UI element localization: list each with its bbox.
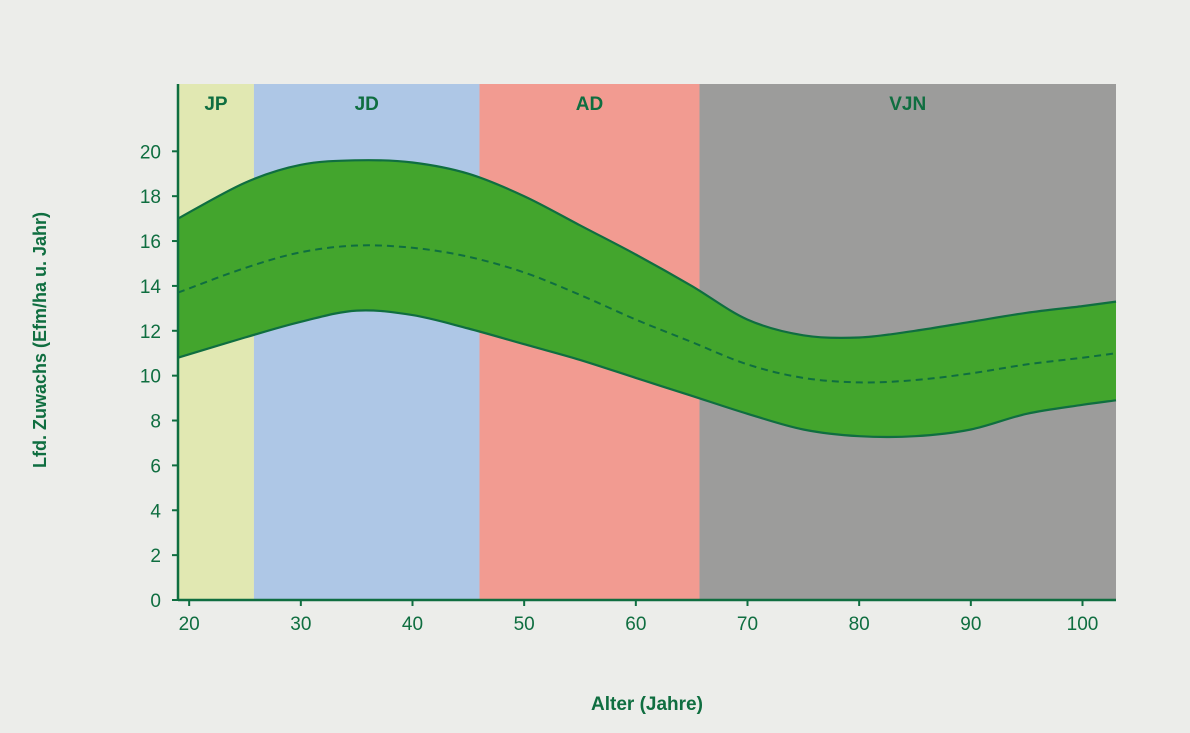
upper-bound-line [177, 159, 1117, 340]
x-tick-label: 90 [960, 614, 981, 635]
y-tick-label: 10 [140, 367, 161, 388]
y-tick-label: 8 [150, 412, 161, 433]
y-axis-label: Lfd. Zuwachs (Efm/ha u. Jahr) [30, 212, 50, 468]
increment-band-layer [177, 159, 1117, 439]
x-axis-label: Alter (Jahre) [591, 694, 703, 715]
x-tick-label: 40 [402, 614, 423, 635]
y-tick-label: 12 [140, 322, 161, 343]
x-tick-label: 70 [737, 614, 758, 635]
x-tick-label: 50 [514, 614, 535, 635]
phase-label-jd: JD [355, 94, 379, 115]
y-tick-label: 14 [140, 277, 162, 298]
y-tick-label: 2 [150, 546, 161, 567]
y-tick-label: 20 [140, 142, 161, 163]
y-tick-label: 6 [150, 456, 161, 477]
phase-label-vjn: VJN [889, 94, 926, 115]
lower-bound-line [177, 309, 1117, 439]
x-tick-label: 60 [625, 614, 646, 635]
x-tick-label: 100 [1067, 614, 1099, 635]
y-tick-label: 16 [140, 232, 161, 253]
y-tick-label: 0 [150, 591, 161, 612]
x-tick-label: 30 [290, 614, 311, 635]
axes: 0 2 4 6 8 10 12 14 16 18 20 20 30 40 50 60 70 80 90 100 [140, 84, 1116, 635]
x-tick-label: 80 [849, 614, 870, 635]
x-tick-label: 20 [179, 614, 200, 635]
phase-label-jp: JP [204, 94, 228, 115]
increment-band [178, 160, 1116, 438]
phase-label-ad: AD [576, 94, 603, 115]
y-tick-label: 18 [140, 187, 161, 208]
y-tick-label: 4 [150, 501, 161, 522]
